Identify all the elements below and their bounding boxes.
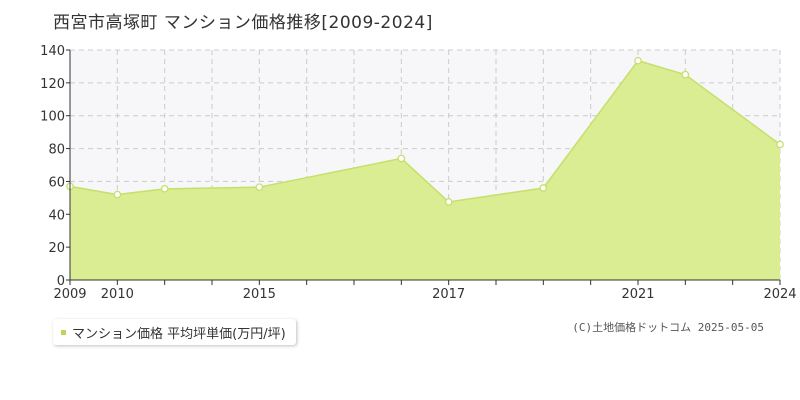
chart-title: 西宮市高塚町 マンション価格推移[2009-2024] — [53, 13, 433, 33]
x-tick-label: 2010 — [101, 287, 134, 302]
data-point — [539, 184, 548, 192]
series-line — [69, 59, 781, 203]
series-area — [70, 60, 780, 280]
y-tick-label: 40 — [48, 208, 65, 223]
y-tick-label: 60 — [48, 175, 65, 190]
x-tick-label: 2015 — [243, 287, 276, 302]
x-tick-label: 2024 — [763, 287, 796, 302]
y-tick-labels: 0 20 40 60 80 100 120 140 — [40, 44, 65, 289]
data-point — [397, 154, 406, 163]
legend-marker — [61, 329, 66, 335]
data-point — [113, 190, 122, 199]
axes — [66, 49, 781, 285]
y-tick-label: 140 — [40, 44, 65, 59]
x-tick-label: 2021 — [621, 287, 654, 302]
data-point — [160, 184, 169, 193]
data-point — [681, 70, 690, 79]
y-tick-label: 120 — [40, 77, 65, 92]
x-tick-labels: 2009 2010 2015 2017 2021 2024 — [53, 287, 796, 302]
y-tick-label: 20 — [48, 241, 65, 256]
y-tick-label: 80 — [48, 143, 65, 158]
x-tick-label: 2017 — [432, 287, 465, 302]
legend-label: マンション価格 平均坪単価(万円/坪) — [72, 326, 286, 342]
data-point — [776, 140, 784, 149]
legend: マンション価格 平均坪単価(万円/坪) — [53, 319, 296, 345]
x-tick-label: 2009 — [53, 287, 86, 302]
credit: (C)土地価格ドットコム 2025-05-05 — [572, 321, 764, 334]
data-point — [255, 183, 264, 192]
data-point — [634, 56, 642, 65]
y-tick-label: 100 — [40, 110, 65, 125]
y-tick-label: 0 — [57, 274, 65, 289]
data-point — [444, 198, 453, 206]
